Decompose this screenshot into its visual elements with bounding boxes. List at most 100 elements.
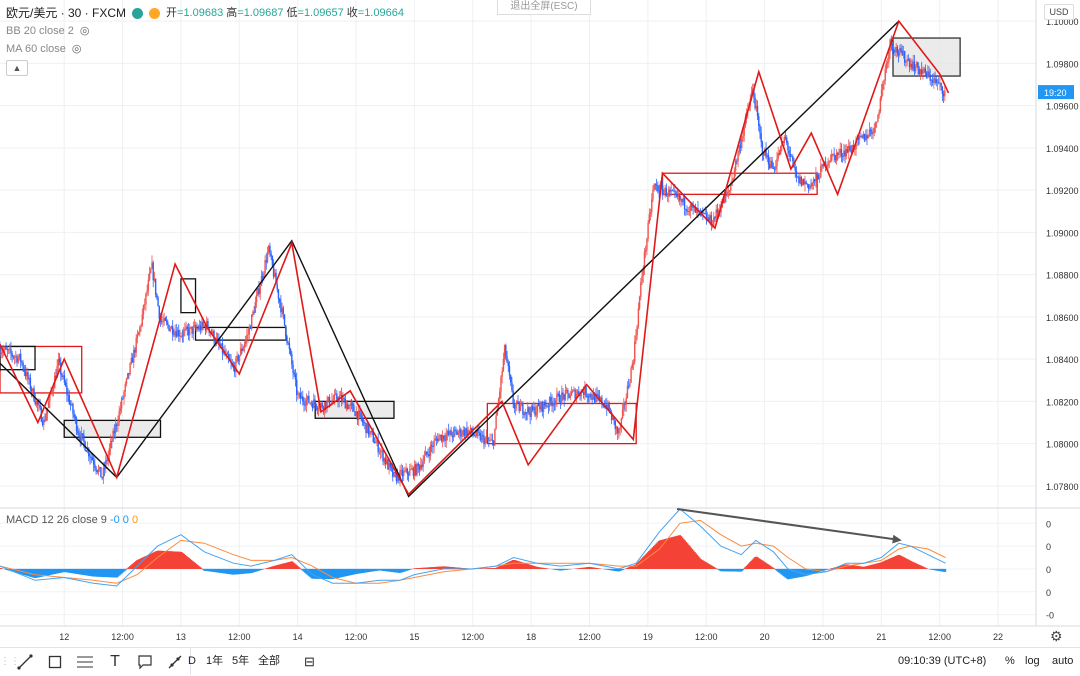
candle-body xyxy=(174,331,175,334)
candle-body xyxy=(95,468,96,471)
candle-body xyxy=(876,122,877,123)
candle-body xyxy=(774,169,775,170)
candle-body xyxy=(836,153,837,160)
candle-body xyxy=(249,327,250,334)
candle-body xyxy=(671,190,672,191)
candle-body xyxy=(866,135,867,139)
candle-body xyxy=(829,161,830,162)
chart-canvas[interactable]: 1.100001.098001.096001.094001.092001.090… xyxy=(0,0,1080,647)
candle-body xyxy=(669,190,670,192)
candle-body xyxy=(28,378,29,380)
comment-tool-icon[interactable] xyxy=(130,648,160,675)
price-tick-label: 1.07800 xyxy=(1046,482,1079,492)
candle-body xyxy=(375,442,376,443)
candle-body xyxy=(494,429,495,446)
settings-gear-icon[interactable]: ⚙ xyxy=(1050,628,1063,645)
candle-body xyxy=(646,239,647,250)
candle-body xyxy=(27,372,28,379)
candle-body xyxy=(340,395,341,396)
candle-body xyxy=(101,477,102,478)
candle-body xyxy=(452,435,453,437)
log-scale-button[interactable]: log xyxy=(1025,648,1040,675)
candle-body xyxy=(943,94,944,96)
candle-body xyxy=(903,51,904,55)
symbol-title[interactable]: 欧元/美元 · 30 · FXCM xyxy=(6,5,126,22)
candle-body xyxy=(184,329,185,331)
price-tick-label: 1.09400 xyxy=(1046,144,1079,154)
candle-body xyxy=(546,406,547,407)
candle-body xyxy=(444,439,445,440)
candle-body xyxy=(104,468,105,469)
candle-body xyxy=(277,284,278,289)
candle-body xyxy=(407,469,408,474)
candle-body xyxy=(392,468,393,476)
auto-scale-button[interactable]: auto xyxy=(1052,648,1073,675)
candle-body xyxy=(754,98,755,109)
range-all[interactable]: 全部 xyxy=(258,648,280,675)
candle-body xyxy=(116,424,117,426)
candle-body xyxy=(163,318,164,321)
candle-body xyxy=(617,427,618,433)
candle-body xyxy=(198,328,199,329)
candle-body xyxy=(529,412,530,416)
exit-fullscreen-button[interactable]: 退出全屏(ESC) xyxy=(497,0,591,15)
drag-handle-icon[interactable]: ⋮⋮ xyxy=(0,656,10,667)
candle-body xyxy=(441,435,442,441)
range-5y[interactable]: 5年 xyxy=(232,648,249,675)
price-tick-label: 1.08600 xyxy=(1046,313,1079,323)
rectangle-tool-icon[interactable] xyxy=(40,648,70,675)
range-1y[interactable]: 1年 xyxy=(206,648,223,675)
text-tool-icon[interactable]: T xyxy=(100,648,130,675)
time-tick-label: 12:00 xyxy=(345,632,368,642)
collapse-legend-button[interactable]: ▲ xyxy=(6,60,28,76)
candle-body xyxy=(33,388,34,401)
indicator-bb[interactable]: BB 20 close 2◎ xyxy=(6,22,404,40)
candle-body xyxy=(99,467,100,469)
candle-body xyxy=(844,151,845,157)
candle-body xyxy=(633,362,634,364)
candle-body xyxy=(775,167,776,170)
candle-body xyxy=(493,441,494,445)
candle-body xyxy=(807,184,808,185)
currency-badge[interactable]: USD xyxy=(1044,4,1074,20)
macd-tick-label: 0 xyxy=(1046,519,1051,529)
candle-body xyxy=(44,420,45,421)
candle-body xyxy=(453,430,454,438)
eye-hidden-icon[interactable]: ◎ xyxy=(80,23,90,40)
macd-tick-label: 0 xyxy=(1046,588,1051,598)
candle-body xyxy=(931,80,932,81)
trend-line-tool-icon[interactable] xyxy=(10,648,40,675)
candle-body xyxy=(100,467,101,477)
candle-body xyxy=(675,192,676,195)
indicator-ma[interactable]: MA 60 close◎ xyxy=(6,40,404,58)
candle-body xyxy=(31,389,32,391)
fib-tool-icon[interactable] xyxy=(70,648,100,675)
candle-body xyxy=(553,403,554,406)
candle-body xyxy=(454,430,455,431)
eye-hidden-icon[interactable]: ◎ xyxy=(72,41,82,58)
candle-body xyxy=(615,420,616,429)
time-tick-label: 13 xyxy=(176,632,186,642)
candle-body xyxy=(639,297,640,308)
rectangle-box xyxy=(181,279,196,313)
time-tick-label: 12:00 xyxy=(812,632,835,642)
date-range-icon[interactable]: ⊟ xyxy=(304,648,315,675)
candle-body xyxy=(678,195,679,197)
candle-body xyxy=(128,373,129,374)
time-tick-label: 15 xyxy=(409,632,419,642)
candle-body xyxy=(771,161,772,168)
candle-body xyxy=(573,390,574,391)
time-tick-label: 12:00 xyxy=(462,632,485,642)
ray-tool-icon[interactable] xyxy=(160,648,190,675)
clock[interactable]: 09:10:39 (UTC+8) xyxy=(898,648,986,675)
candle-body xyxy=(457,431,458,434)
candle-body xyxy=(328,397,329,401)
price-tick-label: 1.08400 xyxy=(1046,355,1079,365)
range-day[interactable]: D xyxy=(188,648,196,675)
candle-body xyxy=(103,468,104,479)
candle-body xyxy=(930,75,931,81)
candle-body xyxy=(227,354,228,355)
candle-body xyxy=(262,276,263,278)
percent-scale-button[interactable]: % xyxy=(1005,648,1015,675)
candle-body xyxy=(442,435,443,441)
